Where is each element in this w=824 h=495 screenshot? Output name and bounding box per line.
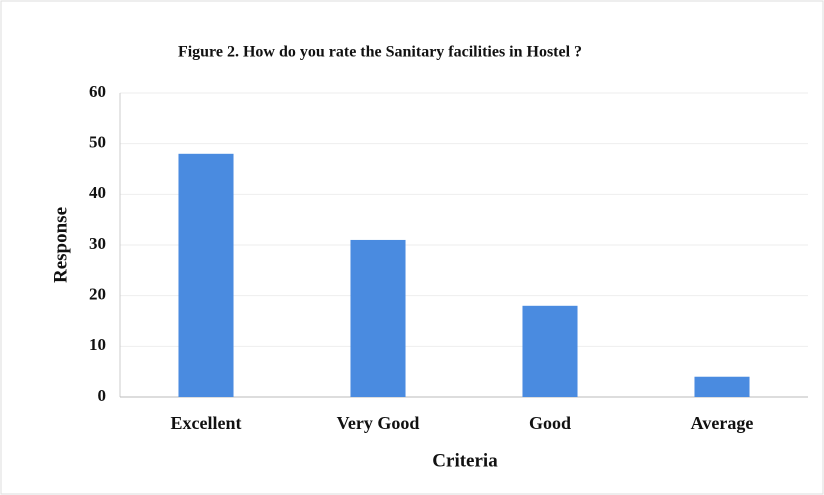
x-tick-label: Good: [529, 413, 571, 433]
x-tick-label: Very Good: [337, 413, 420, 433]
y-axis-label: Response: [50, 207, 71, 283]
bar: [522, 305, 578, 397]
y-tick-label: 40: [89, 183, 106, 202]
y-tick-label: 60: [89, 82, 106, 101]
chart-title: Figure 2. How do you rate the Sanitary f…: [178, 44, 582, 61]
y-tick-label: 30: [89, 234, 106, 253]
y-tick-label: 0: [98, 386, 107, 405]
y-tick-label: 50: [89, 133, 106, 152]
y-tick-label: 20: [89, 285, 106, 304]
x-axis-label: Criteria: [432, 450, 498, 471]
bar: [178, 153, 234, 397]
y-tick-label: 10: [89, 335, 106, 354]
bar: [694, 376, 750, 397]
bar: [350, 239, 406, 397]
x-tick-label: Average: [691, 413, 754, 433]
x-tick-label: Excellent: [171, 413, 242, 433]
